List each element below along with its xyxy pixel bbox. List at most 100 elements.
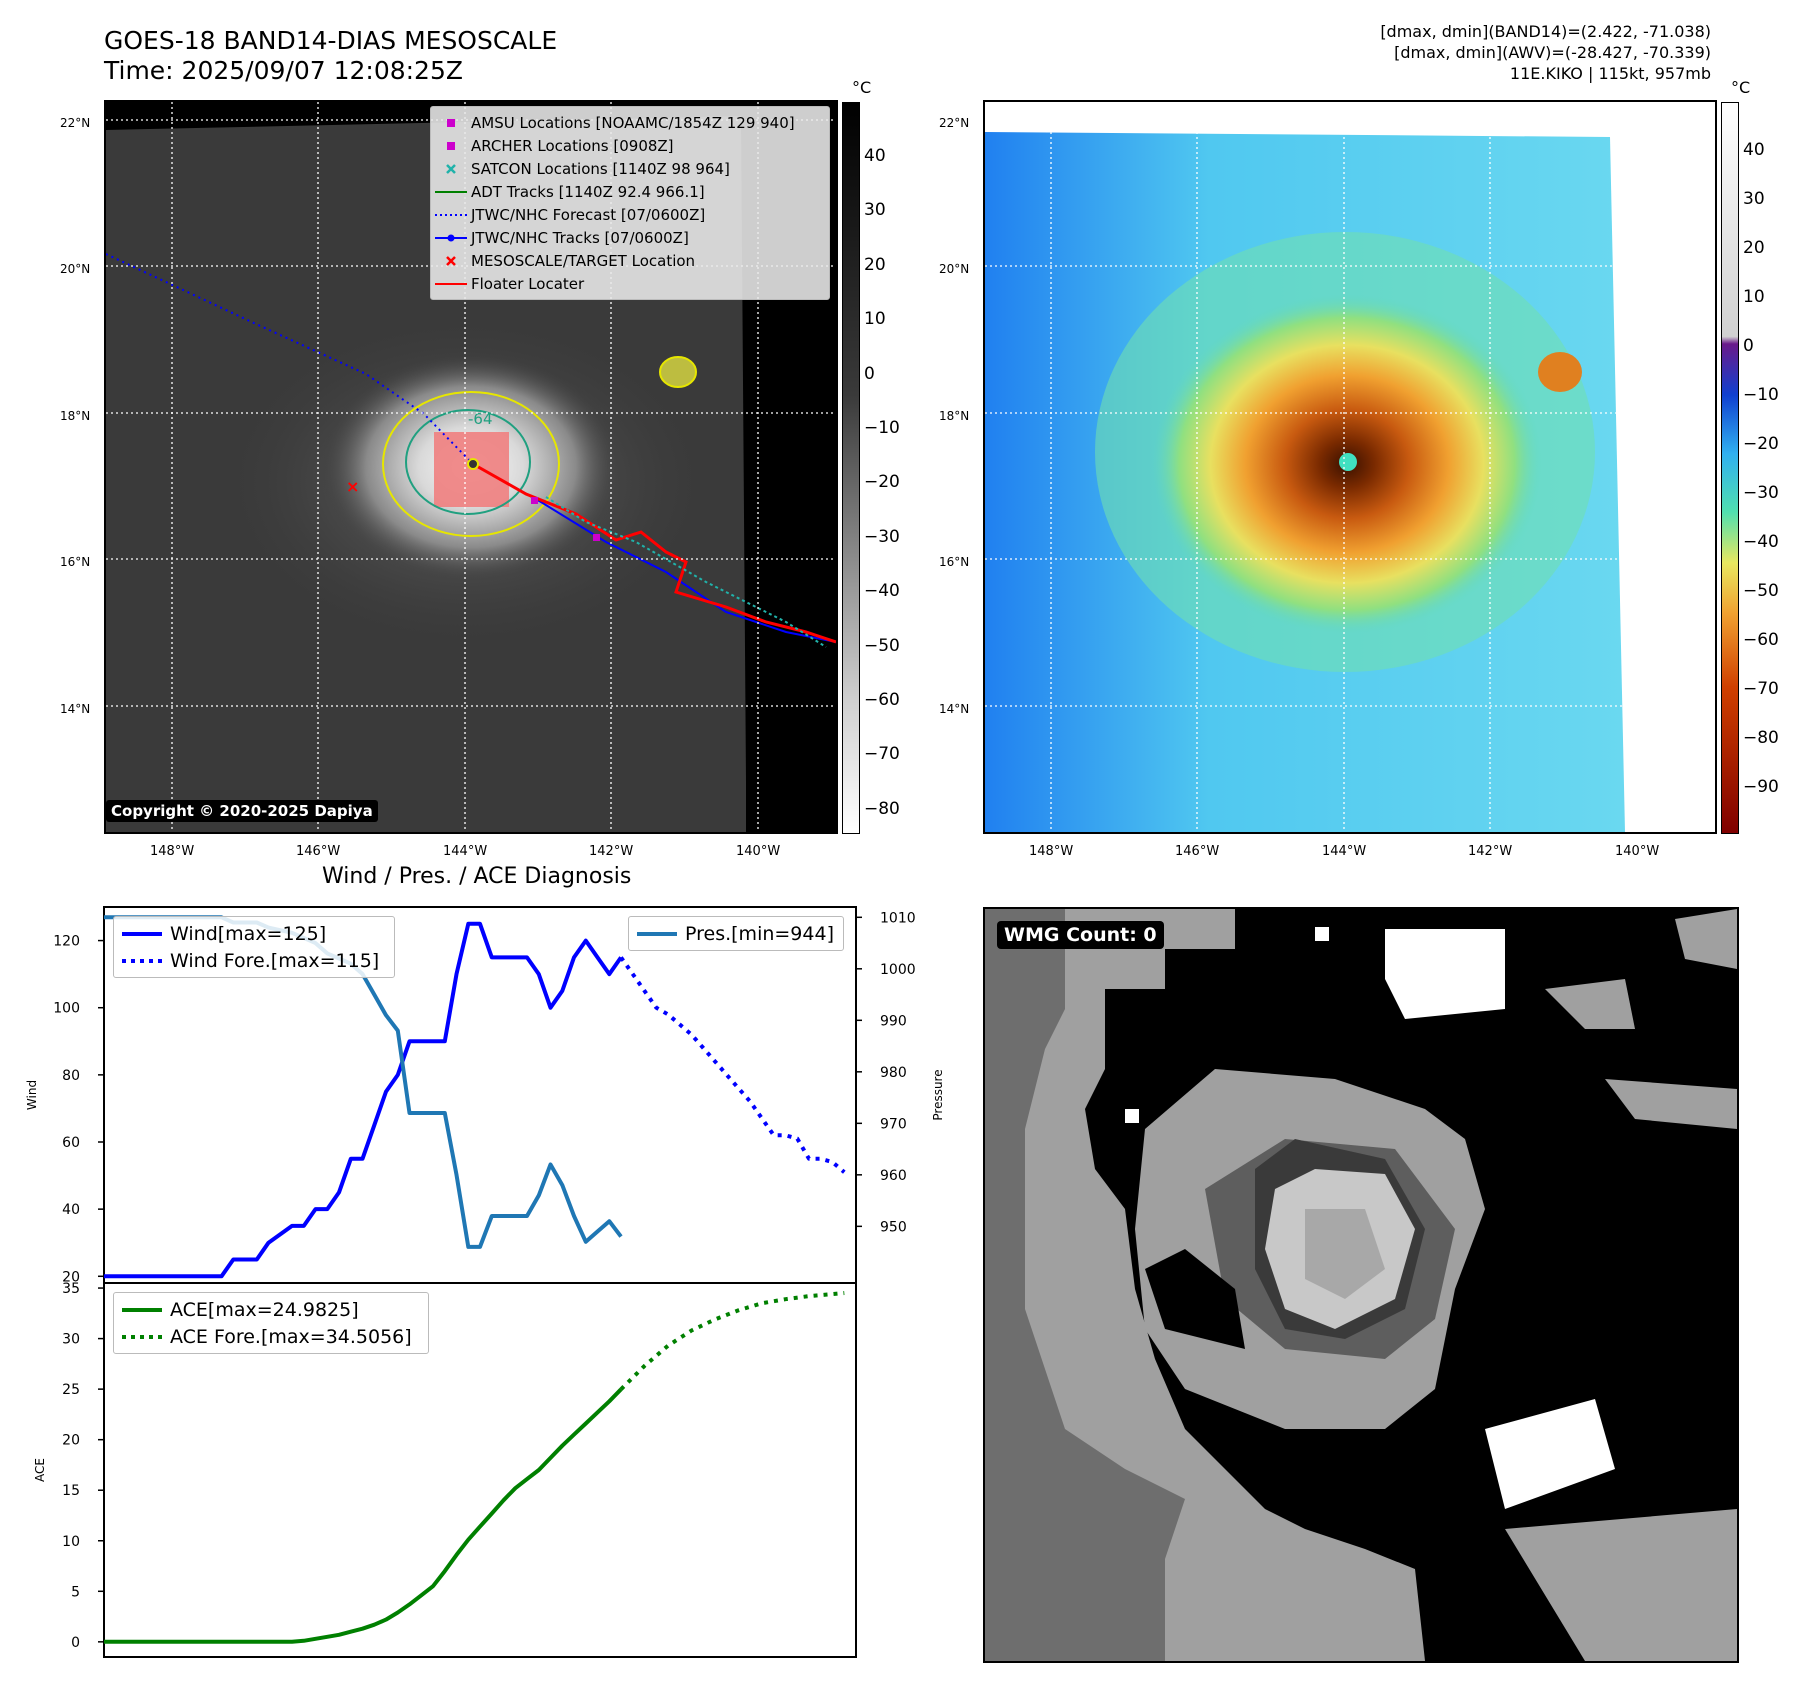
legend-item-amsu: AMSU Locations [NOAAMC/1854Z 129 940] [431, 111, 829, 134]
pressure-tick-label: 970 [880, 1116, 907, 1132]
copyright-label: Copyright © 2020-2025 Dapiya [106, 800, 378, 822]
color-gridlines [985, 102, 1715, 832]
x-marker-icon [446, 163, 456, 174]
colorbar-tick-label: 20 [1743, 238, 1765, 258]
color-lon-label: 146°W [1175, 844, 1220, 859]
legend-item-archer: ARCHER Locations [0908Z] [431, 134, 829, 157]
legend-label: Floater Locater [471, 274, 585, 293]
ace-axes-frame [103, 1282, 857, 1658]
small-cloud-cell [1538, 352, 1582, 392]
square-marker-icon [447, 118, 455, 127]
color-lon-label: 144°W [1322, 844, 1367, 859]
wind-legend: Wind[max=125] Wind Fore.[max=115] [113, 916, 395, 978]
colorbar-tick-label: −80 [1743, 728, 1779, 748]
colorbar-tick-label: −30 [1743, 483, 1779, 503]
solid-line-icon [122, 931, 162, 936]
colorbar-tick-label: −50 [864, 635, 900, 656]
ir-lon-label: 144°W [443, 844, 488, 859]
archer-marker [531, 497, 538, 504]
ir-lat-label: 22°N [60, 116, 91, 130]
color-lon-label: 142°W [1468, 844, 1513, 859]
legend-item-ace-forecast: ACE Fore.[max=34.5056] [114, 1323, 428, 1350]
colorbar-tick-label: −60 [864, 690, 900, 710]
pressure-tick-label: 950 [880, 1219, 907, 1235]
series-line-1 [619, 956, 846, 1174]
legend-label: MESOSCALE/TARGET Location [471, 251, 696, 270]
wind-tick-label: 20 [62, 1269, 80, 1285]
colorbar-tick-label: −50 [1743, 581, 1779, 601]
ace-legend: ACE[max=24.9825] ACE Fore.[max=34.5056] [113, 1292, 429, 1354]
color-colorbar [1721, 102, 1739, 834]
colorbar-tick-label: −20 [864, 472, 900, 493]
legend-item-jtwc-forecast: JTWC/NHC Forecast [07/0600Z] [431, 203, 829, 226]
dotted-line-icon [435, 213, 467, 216]
solid-line-icon [435, 282, 467, 285]
color-lon-label: 140°W [1615, 844, 1660, 859]
legend-item-wind: Wind[max=125] [114, 920, 394, 947]
storm-info: 11E.KIKO | 115kt, 957mb [1509, 64, 1711, 83]
series-line-4 [619, 1291, 845, 1391]
legend-item-mesoscale: MESOSCALE/TARGET Location [431, 249, 829, 272]
square-marker-icon [447, 141, 455, 150]
dotted-line-icon [122, 958, 162, 963]
ace-tick-label: 0 [71, 1635, 80, 1651]
colorbar-tick-label: −10 [1743, 385, 1779, 405]
mesoscale-target-marker: × [346, 477, 359, 496]
legend-label: AMSU Locations [NOAAMC/1854Z 129 940] [471, 113, 795, 132]
figure-title: GOES-18 BAND14-DIAS MESOSCALE [104, 26, 558, 55]
colorbar-tick-label: −60 [1743, 630, 1779, 650]
colorbar-tick-label: 0 [864, 363, 875, 384]
wind-tick-label: 40 [62, 1202, 80, 1218]
pressure-tick-label: 1000 [880, 962, 916, 978]
ir-colorbar-unit: °C [852, 78, 872, 97]
colorbar-tick-label: −80 [864, 798, 900, 819]
series-line-0 [104, 921, 623, 1279]
colorbar-tick-label: 10 [864, 309, 886, 330]
pressure-tick-label: 990 [880, 1013, 907, 1029]
ace-axis-label: ACE [33, 1458, 47, 1482]
color-lon-label: 148°W [1029, 844, 1074, 859]
series-line-3 [104, 1387, 623, 1644]
legend-label: ADT Tracks [1140Z 92.4 966.1] [471, 182, 705, 201]
legend-label: JTWC/NHC Tracks [07/0600Z] [471, 228, 689, 247]
legend-label: ACE Fore.[max=34.5056] [170, 1325, 412, 1348]
color-lat-label: 16°N [939, 555, 970, 569]
ace-tick-label: 5 [71, 1584, 80, 1600]
colorbar-tick-label: −70 [864, 744, 900, 765]
wind-tick-label: 120 [53, 934, 80, 950]
color-enhanced-panel [983, 100, 1717, 834]
figure-time: Time: 2025/09/07 12:08:25Z [104, 56, 463, 85]
legend-label: Pres.[min=944] [685, 922, 834, 945]
yellow-contour [382, 391, 560, 537]
ace-tick-label: 10 [62, 1534, 80, 1550]
legend-label: ARCHER Locations [0908Z] [471, 136, 674, 155]
legend-label: ACE[max=24.9825] [170, 1298, 359, 1321]
legend-item-ace: ACE[max=24.9825] [114, 1296, 428, 1323]
legend-item-pressure: Pres.[min=944] [629, 920, 843, 947]
eye [1339, 453, 1357, 471]
legend-label: Wind Fore.[max=115] [170, 949, 380, 972]
line-dot-icon [435, 234, 467, 241]
stats-band14: [dmax, dmin](BAND14)=(2.422, -71.038) [1380, 22, 1711, 41]
ace-tick-label: 15 [62, 1483, 80, 1499]
wind-tick-label: 100 [53, 1001, 80, 1017]
ir-lat-label: 14°N [60, 702, 91, 716]
legend-label: JTWC/NHC Forecast [07/0600Z] [471, 205, 706, 224]
colorbar-tick-label: 0 [1743, 336, 1754, 356]
color-colorbar-unit: °C [1731, 78, 1751, 97]
wmg-count-label: WMG Count: 0 [997, 921, 1164, 949]
legend-label: Wind[max=125] [170, 922, 327, 945]
ir-lon-label: 146°W [296, 844, 341, 859]
colorbar-tick-label: −40 [864, 581, 900, 602]
legend-label: SATCON Locations [1140Z 98 964] [471, 159, 730, 178]
color-lat-label: 18°N [939, 409, 970, 423]
satcon-track [545, 496, 827, 648]
colorbar-tick-label: −40 [1743, 532, 1779, 552]
colorbar-tick-label: 10 [1743, 287, 1765, 307]
wind-tick-label: 60 [62, 1135, 80, 1151]
legend-item-jtwc-tracks: JTWC/NHC Tracks [07/0600Z] [431, 226, 829, 249]
colorbar-tick-label: 40 [1743, 140, 1765, 160]
ace-tick-label: 25 [62, 1382, 80, 1398]
ir-lat-label: 16°N [60, 555, 91, 569]
color-lat-label: 22°N [939, 116, 970, 130]
